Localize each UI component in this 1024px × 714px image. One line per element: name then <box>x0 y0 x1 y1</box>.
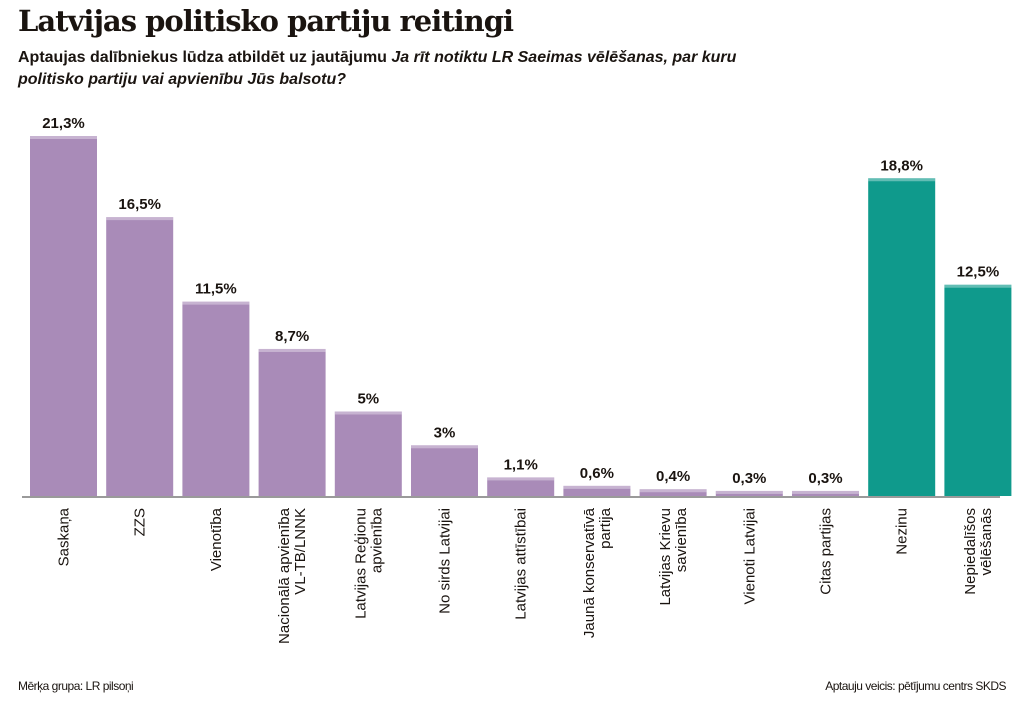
bar <box>106 217 174 496</box>
data-label: 12,5% <box>957 264 1000 281</box>
category-label: Latvijas Krievu <box>657 508 674 606</box>
category-label: apvienība <box>368 507 385 573</box>
data-label: 1,1% <box>504 456 538 473</box>
category-label: Saskaņa <box>56 507 73 566</box>
bar <box>411 445 478 496</box>
bar-highlight <box>487 477 555 481</box>
bar-highlight <box>868 178 936 182</box>
bar-highlight <box>715 490 783 494</box>
footer-source: Aptauju veicis: pētījumu centrs SKDS <box>825 679 1006 693</box>
data-label: 11,5% <box>195 281 237 298</box>
bar-highlight <box>30 136 97 139</box>
category-label: ZZS <box>132 508 149 536</box>
category-label: Latvijas attīstībai <box>513 508 530 620</box>
bar <box>944 284 1012 496</box>
data-label: 3% <box>434 424 456 441</box>
category-label: Nezinu <box>894 508 911 555</box>
bar-highlight <box>944 284 1012 288</box>
data-label: 0,4% <box>656 468 690 485</box>
bar-highlight <box>411 445 478 449</box>
category-label: vēlēšanās <box>978 508 995 576</box>
category-label: Citas partijas <box>818 508 835 595</box>
footer-target-group: Mērķa grupa: LR pilsoņi <box>18 679 134 693</box>
category-label: Latvijas Reģionu <box>352 508 369 619</box>
bar <box>792 490 859 496</box>
chart-title: Latvijas politisko partiju reitingi <box>18 4 514 38</box>
bar <box>639 489 707 496</box>
bar-highlight <box>182 301 250 305</box>
category-label: No sirds Latvijai <box>437 508 454 614</box>
bar <box>258 348 326 496</box>
bar <box>182 301 250 496</box>
bar <box>334 411 402 496</box>
data-label: 18,8% <box>880 157 923 174</box>
chart-subtitle: Aptaujas dalībniekus lūdza atbildēt uz j… <box>18 47 798 91</box>
category-label: savienība <box>673 507 690 572</box>
bar-highlight <box>563 485 631 489</box>
category-label: Vienotība <box>208 507 225 571</box>
bar-highlight <box>258 348 326 352</box>
bar <box>715 490 783 496</box>
bar-highlight <box>106 217 174 221</box>
bar <box>487 477 555 496</box>
data-label: 8,7% <box>275 328 309 345</box>
subtitle-question: Ja rīt notiktu LR Saeimas vēlēšanas, par… <box>18 49 737 88</box>
bar <box>868 178 936 496</box>
data-label: 0,3% <box>732 470 766 487</box>
bar-highlight <box>334 411 402 415</box>
bar-highlight <box>639 489 707 493</box>
data-label: 0,6% <box>580 465 614 482</box>
data-label: 5% <box>357 390 379 407</box>
bar <box>30 136 97 496</box>
bar-highlight <box>792 490 859 494</box>
category-label: Jaunā konservatīvā <box>581 507 598 638</box>
category-label: Nacionālā apvienība <box>276 507 293 644</box>
category-label: Vienoti Latvijai <box>741 508 758 604</box>
data-label: 21,3% <box>42 115 85 132</box>
category-label: Nepiedalīšos <box>962 508 979 595</box>
bar <box>563 485 631 496</box>
subtitle-plain: Aptaujas dalībniekus lūdza atbildēt uz j… <box>18 49 392 66</box>
data-label: 0,3% <box>808 470 842 487</box>
category-label: partija <box>597 507 614 549</box>
data-label: 16,5% <box>118 196 161 213</box>
category-label: VL-TB/LNNK <box>292 508 309 595</box>
